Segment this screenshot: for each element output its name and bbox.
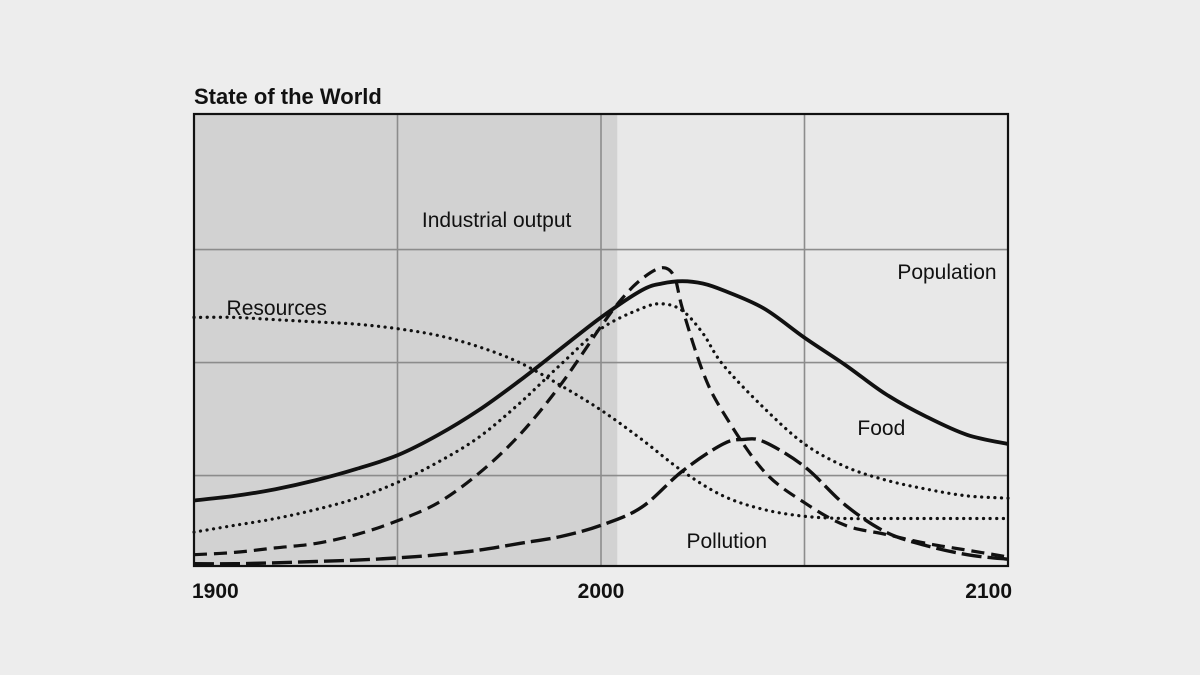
x-tick-label: 2000 <box>578 580 625 603</box>
plot-frame <box>192 112 1010 568</box>
resources-label: Resources <box>227 297 327 320</box>
x-tick-label: 2100 <box>965 580 1012 603</box>
population-label: Population <box>897 261 996 284</box>
food-label: Food <box>857 417 905 440</box>
x-axis-tick-labels: 1900 2000 2100 <box>192 580 1012 603</box>
series-labels: Industrial output Population Resources Food… <box>227 209 997 553</box>
x-tick-label: 1900 <box>192 580 239 603</box>
chart-title: State of the World <box>194 84 382 109</box>
industrial-output-label: Industrial output <box>422 209 572 232</box>
historical-shaded-region <box>194 114 618 566</box>
pollution-label: Pollution <box>686 530 767 553</box>
population-series-line <box>193 279 1009 503</box>
industrial-output-series-line <box>193 266 1009 559</box>
pollution-series-line <box>193 437 1009 566</box>
series-lines <box>192 266 1010 566</box>
